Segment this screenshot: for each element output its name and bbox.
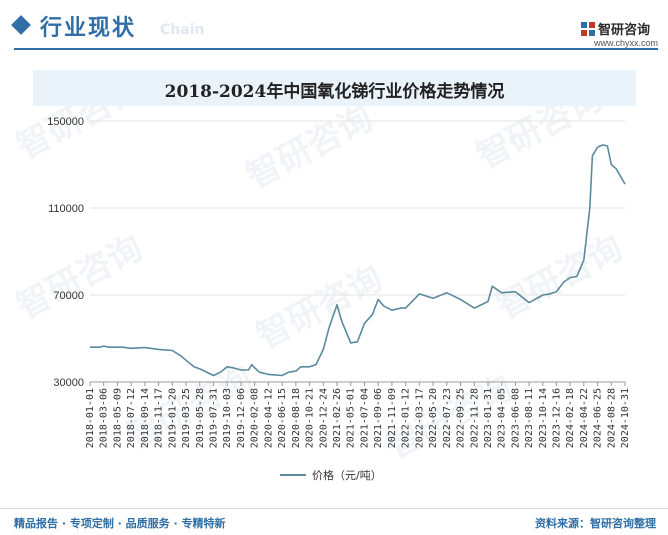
x-tick-label: 2019-12-06 [236, 388, 247, 448]
x-tick-label: 2024-04-22 [579, 388, 590, 448]
x-tick-label: 2020-12-24 [318, 388, 329, 448]
x-tick-label: 2019-07-31 [209, 388, 220, 448]
x-tick-label: 2018-01-01 [85, 388, 96, 448]
x-tick-label: 2024-10-31 [620, 388, 631, 448]
x-tick-label: 2021-09-06 [373, 388, 384, 448]
page-title-en: Chain [160, 22, 205, 38]
x-tick-label: 2020-02-08 [250, 388, 261, 448]
x-tick-label: 2021-07-04 [359, 388, 370, 448]
x-tick-label: 2022-09-25 [456, 388, 467, 448]
x-tick-label: 2024-08-28 [606, 388, 617, 448]
x-tick-label: 2022-01-12 [401, 388, 412, 448]
x-tick-label: 2023-01-31 [483, 388, 494, 448]
x-tick-label: 2021-05-01 [346, 388, 357, 448]
x-tick-label: 2023-10-14 [538, 388, 549, 448]
x-tick-label: 2022-03-17 [414, 388, 425, 448]
x-tick-label: 2024-06-25 [593, 388, 604, 448]
legend-label: 价格（元/吨） [312, 468, 382, 482]
x-tick-label: 2020-04-12 [263, 388, 274, 448]
footer-slogan: 精品报告 · 专项定制 · 品质服务 · 专精特新 [14, 517, 226, 530]
x-tick-label: 2018-05-09 [112, 388, 123, 448]
x-tick-label: 2021-11-09 [387, 388, 398, 448]
x-tick-label: 2022-11-28 [469, 388, 480, 448]
x-tick-label: 2023-12-16 [551, 388, 562, 448]
x-tick-label: 2019-01-20 [167, 388, 178, 448]
x-tick-label: 2019-03-25 [181, 388, 192, 448]
x-tick-label: 2018-11-17 [154, 388, 165, 448]
brand-logo-icon [581, 22, 595, 36]
x-tick-label: 2023-06-08 [510, 388, 521, 448]
page-title: 行业现状 [40, 16, 137, 41]
footer-divider [0, 508, 668, 509]
y-tick-label: 110000 [48, 203, 84, 215]
x-tick-label: 2020-06-15 [277, 388, 288, 448]
x-tick-label: 2020-10-21 [305, 388, 316, 448]
x-tick-label: 2022-05-20 [428, 388, 439, 448]
x-tick-label: 2018-09-14 [140, 388, 151, 448]
x-tick-label: 2019-10-03 [222, 388, 233, 448]
x-tick-label: 2024-02-18 [565, 388, 576, 448]
chart-title: 2018-2024年中国氧化锑行业价格走势情况 [164, 82, 505, 102]
price-series-line [90, 144, 626, 377]
x-tick-label: 2022-07-23 [442, 388, 453, 448]
x-tick-label: 2019-05-28 [195, 388, 206, 448]
x-tick-label: 2018-07-12 [126, 388, 137, 448]
x-tick-label: 2021-02-26 [332, 388, 343, 448]
brand-name: 智研咨询 [598, 23, 651, 38]
brand-site: www.chyxx.com [593, 38, 658, 48]
x-tick-label: 2018-03-06 [99, 388, 110, 448]
chart-title-bar: 2018-2024年中国氧化锑行业价格走势情况 [33, 70, 636, 106]
footer-source: 资料来源：智研咨询整理 [535, 517, 656, 530]
x-tick-label: 2020-08-18 [291, 388, 302, 448]
x-tick-label: 2023-04-05 [497, 388, 508, 448]
x-tick-label: 2023-08-11 [524, 388, 535, 448]
page-header: 行业现状 Chain 智研咨询 www.chyxx.com [0, 0, 668, 56]
y-tick-label: 70000 [53, 290, 84, 302]
y-tick-label: 30000 [53, 377, 84, 389]
header-divider [14, 48, 658, 50]
y-tick-label: 150000 [47, 116, 84, 128]
